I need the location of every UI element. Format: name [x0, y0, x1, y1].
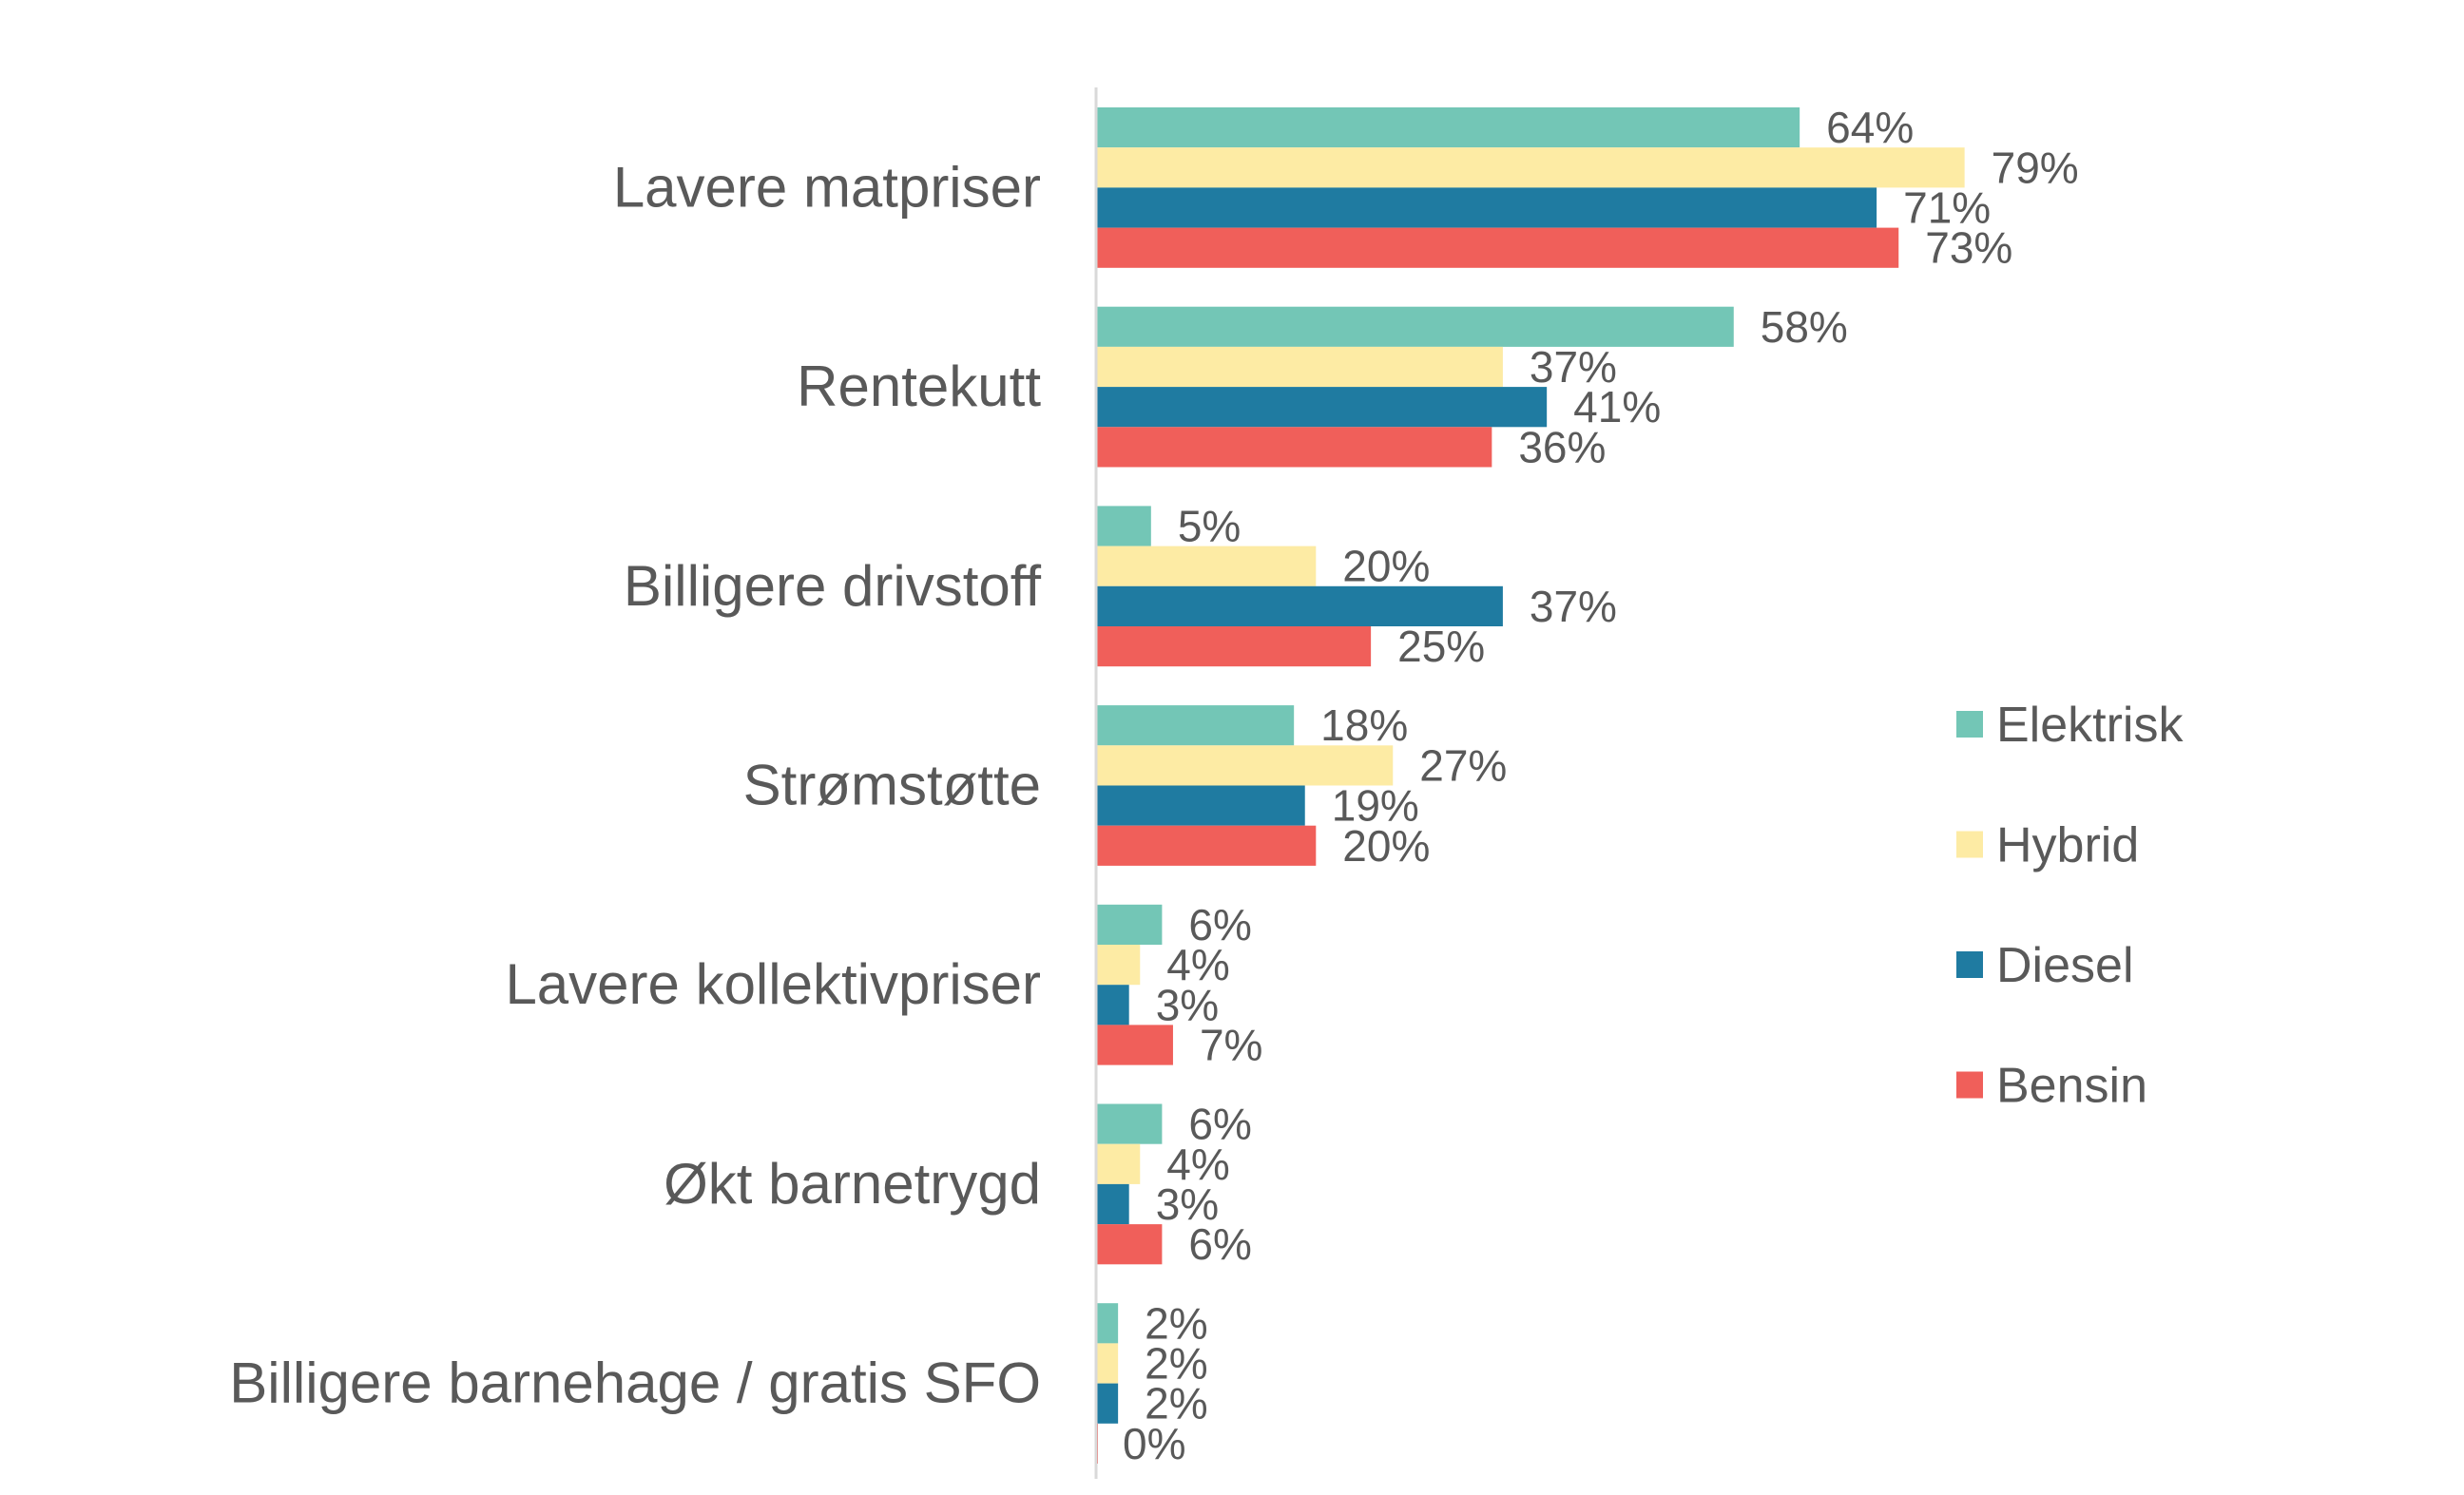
- data-label: 36%: [1518, 422, 1606, 471]
- bar-hybrid: [1096, 945, 1141, 986]
- data-label: 58%: [1761, 302, 1848, 352]
- data-label: 3%: [1156, 1179, 1219, 1229]
- category-label: Lavere kollektivpriser: [505, 952, 1041, 1016]
- category-label: Strømstøtte: [743, 754, 1041, 817]
- data-label: 37%: [1530, 342, 1617, 392]
- bar-hybrid: [1096, 346, 1503, 388]
- labels-layer: Lavere matpriser 64% 79%71%73% Rentekutt 58%…: [229, 103, 2078, 1468]
- data-label: 6%: [1188, 1100, 1251, 1149]
- bar-bensin: [1096, 1224, 1163, 1265]
- bar-hybrid: [1096, 546, 1317, 586]
- legend-label-elektrisk: Elektrisk: [1996, 698, 2184, 753]
- legend-label-hybrid: Hybrid: [1996, 818, 2139, 873]
- data-label: 37%: [1530, 582, 1617, 631]
- data-label: 27%: [1419, 740, 1507, 790]
- data-label: 73%: [1925, 223, 2012, 273]
- data-label: 79%: [1992, 143, 2079, 192]
- data-label: 2%: [1145, 1298, 1207, 1348]
- data-label: 2%: [1145, 1379, 1207, 1428]
- bar-diesel: [1096, 785, 1305, 826]
- data-label: 2%: [1145, 1339, 1207, 1389]
- legend-swatch-elektrisk: [1956, 711, 1983, 738]
- data-label: 4%: [1166, 1140, 1229, 1189]
- bar-diesel: [1096, 187, 1877, 228]
- data-label: 41%: [1573, 382, 1661, 431]
- bar-elektrisk: [1096, 904, 1163, 945]
- data-label: 71%: [1903, 183, 1991, 233]
- bar-diesel: [1096, 1183, 1129, 1225]
- bar-elektrisk: [1096, 1103, 1163, 1144]
- data-label: 7%: [1200, 1021, 1262, 1070]
- data-label: 18%: [1320, 700, 1408, 750]
- bar-elektrisk: [1096, 1303, 1119, 1344]
- legend-label-diesel: Diesel: [1996, 938, 2134, 993]
- legend-swatch-diesel: [1956, 951, 1983, 978]
- bar-bensin: [1096, 825, 1317, 866]
- data-label: 5%: [1178, 502, 1241, 551]
- category-label: Lavere matpriser: [613, 155, 1041, 219]
- bar-hybrid: [1096, 147, 1965, 188]
- data-label: 19%: [1332, 781, 1419, 831]
- bar-bensin: [1096, 427, 1492, 468]
- bar-hybrid: [1096, 745, 1394, 786]
- data-label: 3%: [1156, 980, 1219, 1029]
- data-label: 64%: [1826, 103, 1914, 152]
- data-label: 20%: [1342, 542, 1430, 591]
- bar-diesel: [1096, 1383, 1119, 1424]
- data-label: 20%: [1342, 821, 1430, 871]
- bar-bensin: [1096, 227, 1899, 268]
- data-label: 6%: [1188, 900, 1251, 949]
- category-label: Billigere drivstoff: [624, 554, 1041, 618]
- data-label: 25%: [1397, 622, 1485, 671]
- bar-hybrid: [1096, 1343, 1119, 1384]
- bars-layer: [1096, 107, 1965, 1464]
- data-label: 6%: [1188, 1219, 1251, 1269]
- bar-elektrisk: [1096, 506, 1151, 546]
- category-label: Økt barnetrygd: [664, 1152, 1041, 1216]
- category-label: Billigere barnehage / gratis SFO: [229, 1351, 1041, 1415]
- legend-label-bensin: Bensin: [1996, 1059, 2147, 1114]
- data-label: 4%: [1166, 940, 1229, 989]
- bar-diesel: [1096, 585, 1503, 626]
- legend: Elektrisk Hybrid Diesel Bensin: [1956, 698, 2184, 1114]
- category-label: Rentekutt: [797, 355, 1041, 418]
- legend-swatch-bensin: [1956, 1071, 1983, 1099]
- legend-swatch-hybrid: [1956, 831, 1983, 858]
- bar-elektrisk: [1096, 306, 1734, 347]
- bar-bensin: [1096, 1025, 1173, 1065]
- bar-elektrisk: [1096, 107, 1800, 148]
- data-label: 0%: [1123, 1419, 1185, 1468]
- bar-diesel: [1096, 985, 1129, 1025]
- bar-hybrid: [1096, 1143, 1141, 1184]
- bar-diesel: [1096, 387, 1548, 428]
- bar-bensin: [1096, 626, 1372, 667]
- bar-elektrisk: [1096, 705, 1295, 746]
